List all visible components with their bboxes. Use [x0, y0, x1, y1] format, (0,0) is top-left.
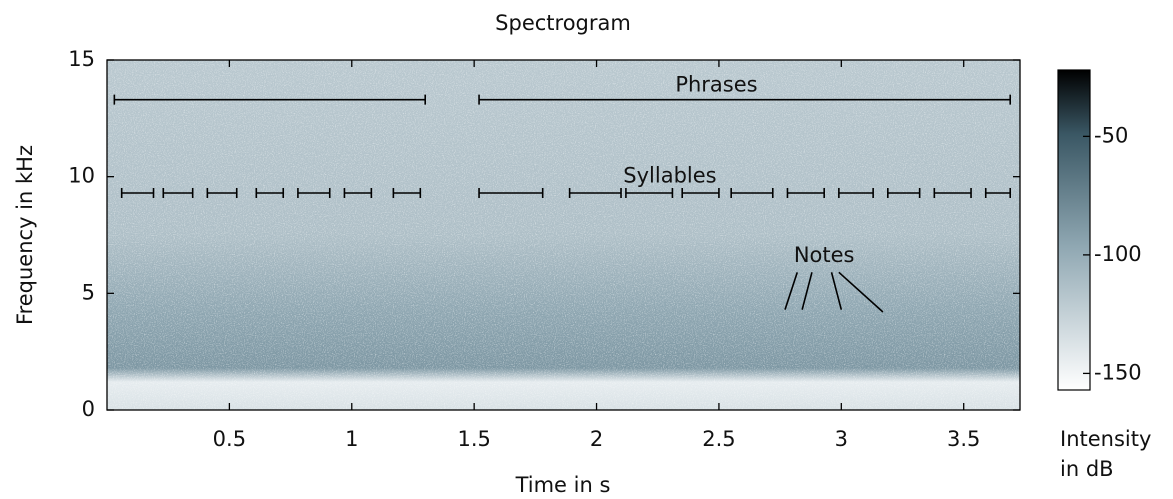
y-tick-label: 5 — [82, 280, 95, 304]
bracket — [625, 188, 674, 198]
y-axis-label: Frequency in kHz — [13, 145, 37, 325]
colorbar — [1057, 69, 1091, 391]
bracket — [933, 188, 972, 198]
y-tick-label: 0 — [82, 397, 95, 421]
x-axis-label: Time in s — [515, 473, 611, 497]
spectrogram-noise — [107, 60, 1020, 410]
bracket — [206, 188, 238, 198]
bracket — [984, 188, 1012, 198]
x-tick-label: 2.5 — [702, 427, 735, 451]
x-tick-label: 0.5 — [213, 427, 246, 451]
annotation-label: Notes — [794, 243, 855, 267]
y-tick-label: 10 — [68, 164, 95, 188]
x-tick-label: 3 — [835, 427, 848, 451]
bracket — [113, 94, 427, 105]
bracket — [786, 188, 825, 198]
bracket — [297, 188, 331, 198]
bracket — [392, 188, 422, 198]
plot-frame — [106, 59, 1021, 411]
x-tick-label: 1 — [345, 427, 358, 451]
bracket — [343, 188, 373, 198]
x-tick-label: 3.5 — [947, 427, 980, 451]
bracket — [681, 188, 720, 198]
pointer-line — [784, 272, 799, 310]
bracket — [478, 188, 544, 198]
pointer-line — [801, 272, 813, 310]
bracket — [887, 188, 921, 198]
colorbar-tick-label: -100 — [1094, 242, 1142, 266]
chart-title: Spectrogram — [495, 11, 631, 35]
annotation-label: Syllables — [623, 164, 716, 188]
pointer-line — [838, 271, 884, 313]
bracket — [255, 188, 285, 198]
y-tick-label: 15 — [68, 47, 95, 71]
x-tick-label: 2 — [590, 427, 603, 451]
bracket — [478, 94, 1012, 105]
colorbar-tick-label: -50 — [1094, 123, 1128, 147]
annotation-label: Phrases — [675, 73, 757, 97]
pointer-line — [830, 272, 843, 310]
bracket — [838, 188, 874, 198]
bracket — [120, 188, 155, 198]
plot-area — [106, 59, 1021, 411]
bracket — [730, 188, 774, 198]
x-tick-label: 1.5 — [457, 427, 490, 451]
bracket — [162, 188, 194, 198]
colorbar-label: Intensity in dB — [1060, 427, 1152, 481]
colorbar-tick-label: -150 — [1094, 360, 1142, 384]
bracket — [568, 188, 622, 198]
